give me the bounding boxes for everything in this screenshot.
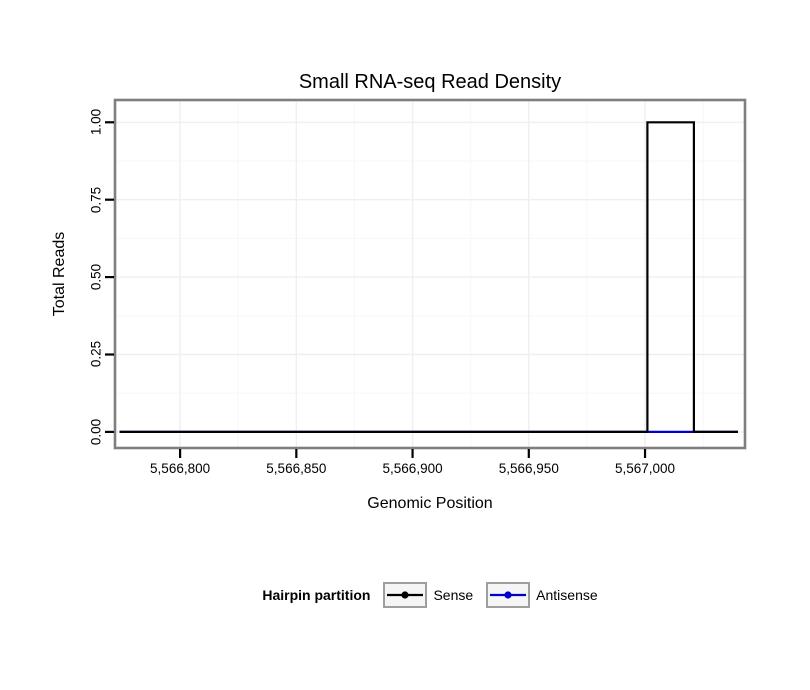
y-tick-label: 0.00 <box>88 418 104 446</box>
y-tick-label: 0.25 <box>88 341 104 368</box>
y-tick-label: 0.75 <box>88 186 104 213</box>
y-tick-label: 0.50 <box>88 263 104 291</box>
panel-border <box>113 98 747 450</box>
legend-entries: Sense Antisense <box>383 582 598 608</box>
x-tick-label: 5,566,950 <box>498 461 559 476</box>
y-axis-title: Total Reads <box>51 231 68 317</box>
legend-entry-sense: Sense <box>383 582 473 608</box>
x-tick-label: 5,566,850 <box>266 461 327 476</box>
x-tick-label: 5,567,000 <box>615 461 676 476</box>
legend-title: Hairpin partition <box>262 587 371 603</box>
chart-title: Small RNA-seq Read Density <box>298 71 562 93</box>
legend-key-antisense-line-icon <box>486 582 531 608</box>
legend-key-sense-line-icon <box>383 582 428 608</box>
legend-label: Sense <box>433 587 474 603</box>
legend-entry-antisense: Antisense <box>486 582 598 608</box>
legend-label: Antisense <box>536 587 598 603</box>
series-line-sense <box>119 121 738 433</box>
x-tick-label: 5,566,900 <box>382 461 443 476</box>
y-tick-label: 1.00 <box>88 109 104 136</box>
panel-background <box>115 100 745 448</box>
x-tick-label: 5,566,800 <box>150 461 211 476</box>
legend: Hairpin partition Sense Antisense <box>115 582 745 608</box>
plot-panel <box>105 98 747 458</box>
x-axis-title: Genomic Position <box>367 495 493 512</box>
